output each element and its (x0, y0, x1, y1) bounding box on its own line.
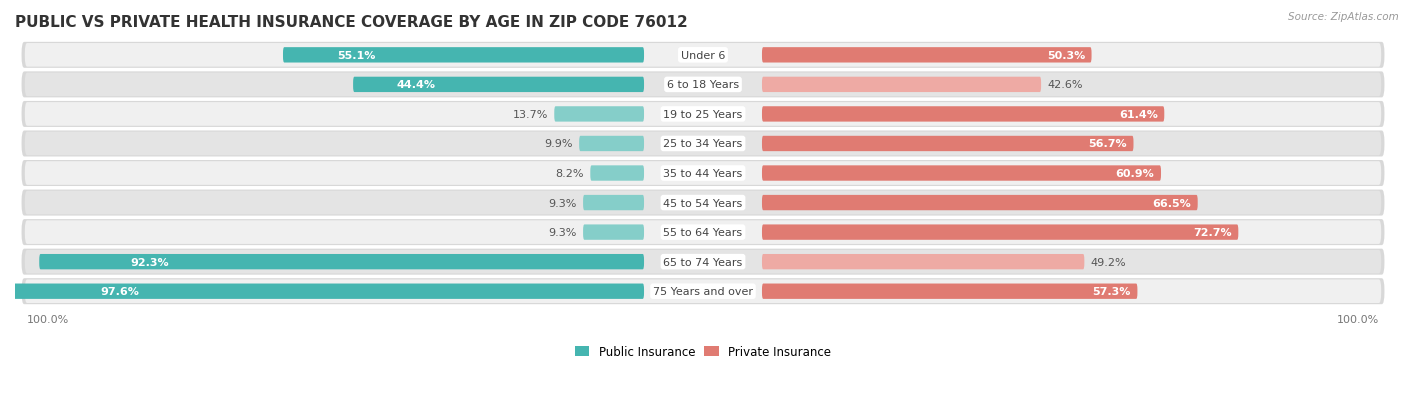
FancyBboxPatch shape (579, 136, 644, 152)
Text: 97.6%: 97.6% (100, 287, 139, 297)
FancyBboxPatch shape (4, 284, 644, 299)
Text: 25 to 34 Years: 25 to 34 Years (664, 139, 742, 149)
FancyBboxPatch shape (25, 103, 1381, 126)
Text: 42.6%: 42.6% (1047, 80, 1083, 90)
FancyBboxPatch shape (25, 250, 1381, 274)
FancyBboxPatch shape (39, 254, 644, 270)
Text: 49.2%: 49.2% (1091, 257, 1126, 267)
FancyBboxPatch shape (762, 225, 1239, 240)
Text: 55 to 64 Years: 55 to 64 Years (664, 228, 742, 237)
FancyBboxPatch shape (283, 48, 644, 63)
FancyBboxPatch shape (762, 48, 1091, 63)
Text: 6 to 18 Years: 6 to 18 Years (666, 80, 740, 90)
FancyBboxPatch shape (21, 43, 1385, 69)
FancyBboxPatch shape (25, 44, 1381, 67)
Text: 19 to 25 Years: 19 to 25 Years (664, 110, 742, 120)
Text: 66.5%: 66.5% (1153, 198, 1191, 208)
Text: 50.3%: 50.3% (1046, 51, 1085, 61)
FancyBboxPatch shape (21, 190, 1385, 216)
Text: 75 Years and over: 75 Years and over (652, 287, 754, 297)
Text: 61.4%: 61.4% (1119, 110, 1157, 120)
Text: 57.3%: 57.3% (1092, 287, 1130, 297)
Text: 72.7%: 72.7% (1194, 228, 1232, 237)
Text: Source: ZipAtlas.com: Source: ZipAtlas.com (1288, 12, 1399, 22)
Text: 13.7%: 13.7% (512, 110, 548, 120)
Legend: Public Insurance, Private Insurance: Public Insurance, Private Insurance (571, 341, 835, 363)
FancyBboxPatch shape (583, 225, 644, 240)
Text: 8.2%: 8.2% (555, 169, 583, 178)
FancyBboxPatch shape (762, 166, 1161, 181)
FancyBboxPatch shape (762, 107, 1164, 122)
Text: PUBLIC VS PRIVATE HEALTH INSURANCE COVERAGE BY AGE IN ZIP CODE 76012: PUBLIC VS PRIVATE HEALTH INSURANCE COVER… (15, 15, 688, 30)
FancyBboxPatch shape (21, 278, 1385, 304)
FancyBboxPatch shape (25, 162, 1381, 185)
FancyBboxPatch shape (591, 166, 644, 181)
Text: 45 to 54 Years: 45 to 54 Years (664, 198, 742, 208)
Text: 9.3%: 9.3% (548, 198, 576, 208)
FancyBboxPatch shape (353, 78, 644, 93)
Text: 92.3%: 92.3% (129, 257, 169, 267)
FancyBboxPatch shape (21, 72, 1385, 98)
FancyBboxPatch shape (762, 136, 1133, 152)
FancyBboxPatch shape (762, 78, 1040, 93)
Text: 9.9%: 9.9% (544, 139, 572, 149)
Text: Under 6: Under 6 (681, 51, 725, 61)
FancyBboxPatch shape (762, 254, 1084, 270)
Text: 9.3%: 9.3% (548, 228, 576, 237)
FancyBboxPatch shape (762, 284, 1137, 299)
Text: 56.7%: 56.7% (1088, 139, 1128, 149)
Text: 35 to 44 Years: 35 to 44 Years (664, 169, 742, 178)
FancyBboxPatch shape (21, 102, 1385, 128)
Text: 55.1%: 55.1% (337, 51, 375, 61)
FancyBboxPatch shape (762, 195, 1198, 211)
FancyBboxPatch shape (25, 280, 1381, 303)
FancyBboxPatch shape (21, 220, 1385, 245)
FancyBboxPatch shape (25, 221, 1381, 244)
FancyBboxPatch shape (25, 132, 1381, 156)
Text: 65 to 74 Years: 65 to 74 Years (664, 257, 742, 267)
Text: 60.9%: 60.9% (1116, 169, 1154, 178)
FancyBboxPatch shape (21, 161, 1385, 187)
Text: 44.4%: 44.4% (396, 80, 436, 90)
FancyBboxPatch shape (21, 249, 1385, 275)
FancyBboxPatch shape (25, 74, 1381, 97)
FancyBboxPatch shape (21, 131, 1385, 157)
FancyBboxPatch shape (554, 107, 644, 122)
FancyBboxPatch shape (583, 195, 644, 211)
FancyBboxPatch shape (25, 191, 1381, 215)
